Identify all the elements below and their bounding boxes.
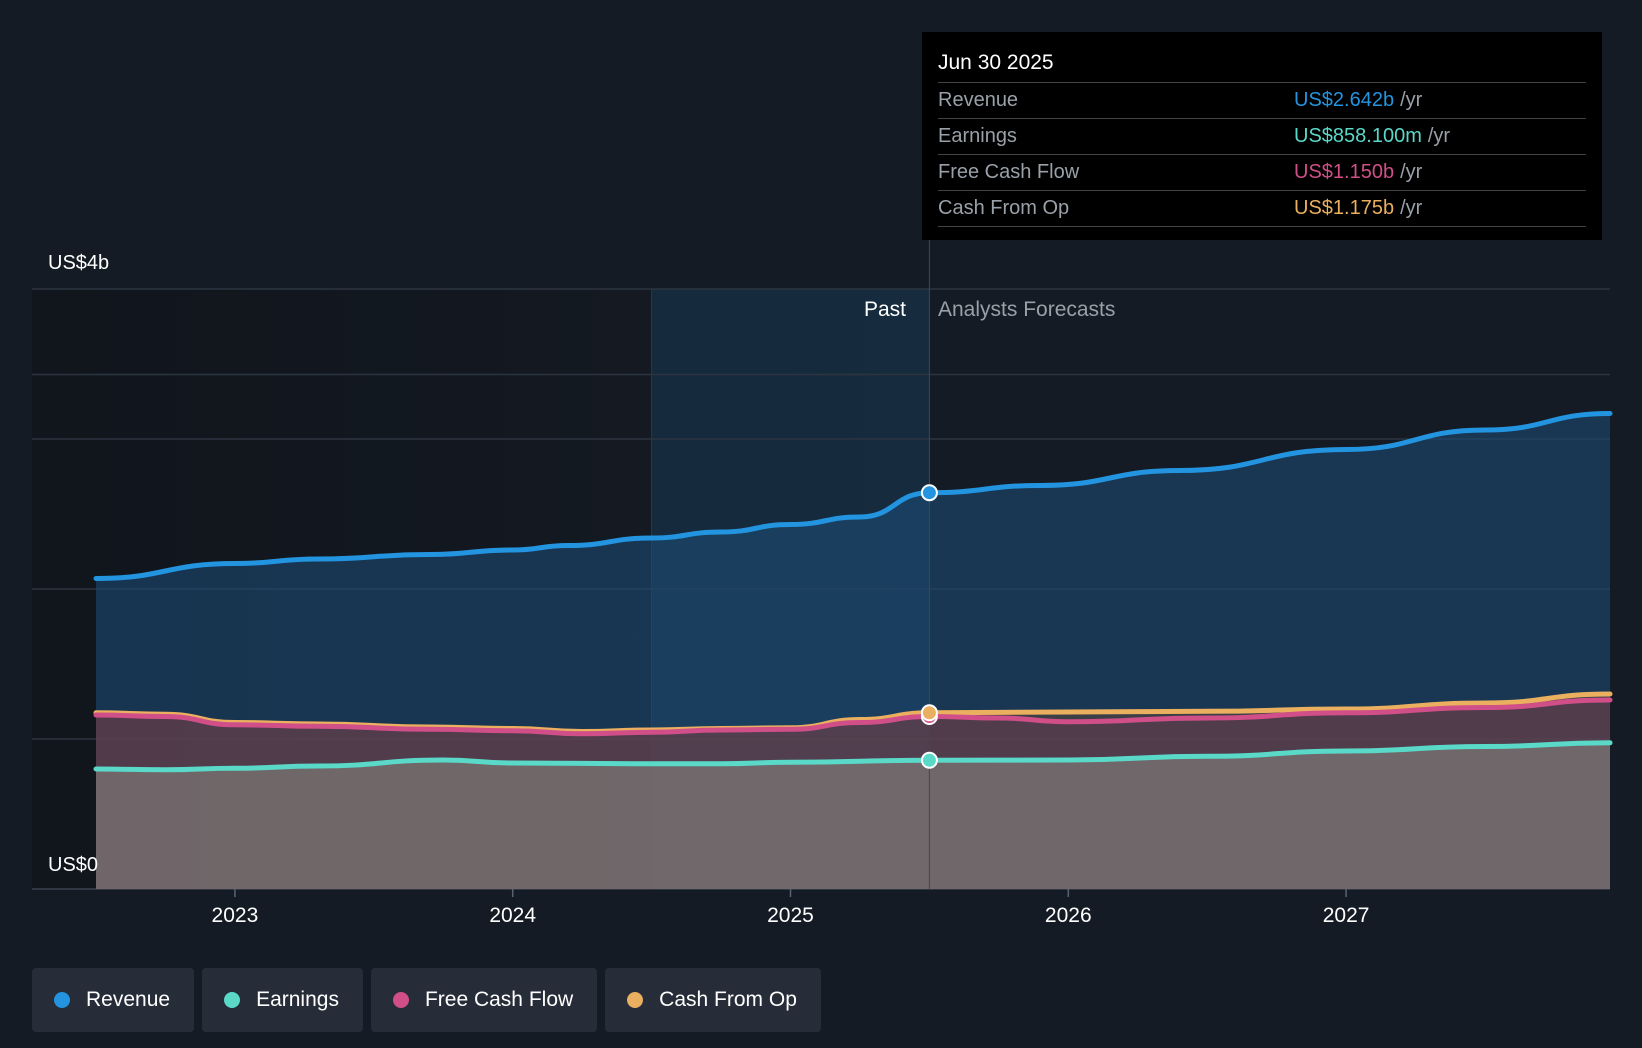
tooltip-unit: /yr	[1400, 89, 1423, 111]
series-lines	[93, 411, 1613, 773]
tooltip-value-text: US$2.642b	[1294, 89, 1395, 111]
tooltip-value-text: US$1.150b	[1294, 161, 1395, 183]
earnings-dot-icon	[224, 992, 241, 1008]
x-tick-label: 2026	[1045, 904, 1092, 927]
tooltip-unit: /yr	[1400, 161, 1423, 183]
cfo-marker	[920, 704, 938, 722]
x-tick-label: 2023	[212, 904, 259, 927]
x-tick-label: 2025	[767, 904, 814, 927]
tooltip-value: US$858.100m/yr	[1294, 119, 1450, 153]
y-axis-bottom-label: US$0	[48, 854, 99, 876]
tooltip-value-text: US$1.175b	[1294, 197, 1395, 219]
legend-item-free-cash-flow[interactable]: Free Cash Flow	[370, 968, 598, 1032]
earnings-area	[96, 742, 1610, 889]
earnings-line	[93, 740, 1613, 773]
past-label: Past	[863, 298, 906, 321]
tooltip-name: Cash From Op	[938, 197, 1070, 219]
tooltip-name: Revenue	[938, 89, 1019, 111]
forecast-label: Analysts Forecasts	[938, 298, 1116, 321]
tooltip-value: US$1.150b/yr	[1294, 155, 1422, 189]
legend-label: Revenue	[86, 988, 171, 1011]
x-axis-ticks: 2023 2024 2025 2026 2027	[212, 889, 1370, 927]
revenue-line	[93, 411, 1613, 581]
tooltip-value: US$2.642b/yr	[1294, 83, 1422, 117]
tooltip-row-revenue: Revenue US$2.642b/yr	[938, 83, 1586, 119]
legend-item-earnings[interactable]: Earnings	[202, 968, 363, 1032]
legend-label: Free Cash Flow	[424, 988, 574, 1011]
legend-item-cash-from-op[interactable]: Cash From Op	[605, 968, 821, 1032]
revenue-dot-icon	[54, 992, 70, 1008]
tooltip-date: Jun 30 2025	[938, 48, 1586, 83]
tooltip-unit: /yr	[1400, 197, 1423, 219]
x-tick-label: 2024	[489, 904, 536, 927]
tooltip-row-cash-from-op: Cash From Op US$1.175b/yr	[938, 191, 1586, 227]
cash-from-op-dot-icon	[627, 992, 644, 1008]
tooltip-name: Earnings	[938, 125, 1017, 147]
x-tick-label: 2027	[1323, 904, 1370, 927]
tooltip-unit: /yr	[1427, 125, 1451, 147]
y-axis-top-label: US$4b	[48, 252, 110, 274]
tooltip-value-text: US$858.100m	[1294, 125, 1422, 147]
series-markers	[920, 484, 938, 769]
fcf-line	[93, 697, 1613, 737]
tooltip-row-earnings: Earnings US$858.100m/yr	[938, 119, 1586, 155]
legend: Revenue Earnings Free Cash Flow Cash Fro…	[32, 968, 821, 1032]
tooltip: Jun 30 2025 Revenue US$2.642b/yr Earning…	[922, 32, 1602, 240]
legend-item-revenue[interactable]: Revenue	[32, 968, 195, 1032]
tooltip-name: Free Cash Flow	[938, 161, 1080, 183]
free-cash-flow-dot-icon	[392, 992, 409, 1008]
revenue-marker	[920, 484, 938, 502]
series-areas	[96, 413, 1610, 889]
earnings-marker	[920, 751, 938, 769]
legend-label: Earnings	[256, 988, 339, 1011]
legend-label: Cash From Op	[659, 988, 797, 1011]
tooltip-row-free-cash-flow: Free Cash Flow US$1.150b/yr	[938, 155, 1586, 191]
tooltip-value: US$1.175b/yr	[1294, 191, 1422, 225]
